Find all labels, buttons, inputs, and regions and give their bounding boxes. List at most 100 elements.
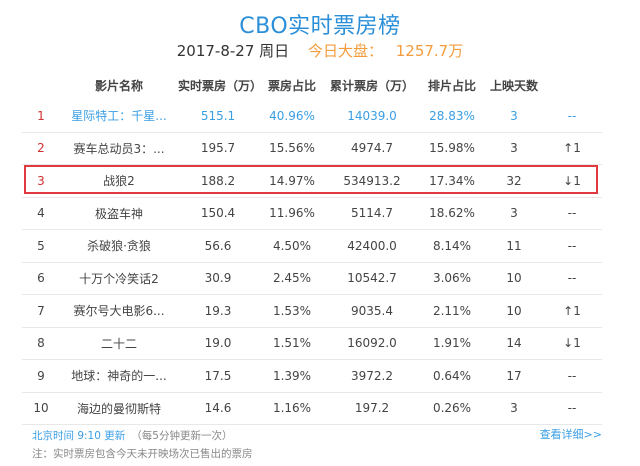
screening-share-cell: 0.64% xyxy=(418,359,486,393)
realtime-box-office-cell: 150.4 xyxy=(178,197,258,230)
table-row[interactable]: 6 十万个冷笑话2 30.9 2.45% 10542.7 3.06% 10 -- xyxy=(22,262,602,295)
movie-name-cell[interactable]: 极盗车神 xyxy=(60,197,178,230)
movie-name-cell[interactable]: 二十二 xyxy=(60,327,178,360)
screening-share-cell: 15.98% xyxy=(418,132,486,165)
rank-cell: 2 xyxy=(22,132,60,165)
table-row[interactable]: 3 战狼2 188.2 14.97% 534913.2 17.34% 32 ↓1 xyxy=(22,164,602,198)
table-header-row: 影片名称 实时票房（万） 票房占比 累计票房（万） 排片占比 上映天数 xyxy=(22,70,602,100)
release-days-cell: 10 xyxy=(486,294,542,328)
box-office-share-cell: 1.16% xyxy=(258,392,326,425)
trend-cell: -- xyxy=(542,229,602,263)
release-days-cell: 17 xyxy=(486,359,542,393)
screening-share-cell: 3.06% xyxy=(418,262,486,295)
trend-cell: ↓1 xyxy=(542,164,602,198)
release-days-cell: 32 xyxy=(486,164,542,198)
rank-cell: 7 xyxy=(22,294,60,328)
table-row[interactable]: 10 海边的曼彻斯特 14.6 1.16% 197.2 0.26% 3 -- xyxy=(22,392,602,425)
update-time-label: 北京时间 9:10 更新 xyxy=(32,430,126,442)
cumulative-box-office-cell: 9035.4 xyxy=(326,294,418,328)
table-row[interactable]: 2 赛车总动员3：... 195.7 15.56% 4974.7 15.98% 3 ↑1 xyxy=(22,132,602,165)
col-header-cumulative: 累计票房（万） xyxy=(329,78,414,93)
cumulative-box-office-cell: 3972.2 xyxy=(326,359,418,393)
box-office-share-cell: 1.53% xyxy=(258,294,326,328)
trend-cell: -- xyxy=(542,392,602,425)
release-days-cell: 10 xyxy=(486,262,542,295)
box-office-share-cell: 40.96% xyxy=(258,100,326,133)
realtime-box-office-cell: 19.3 xyxy=(178,294,258,328)
movie-name-cell[interactable]: 赛尔号大电影6... xyxy=(60,294,178,328)
screening-share-cell: 28.83% xyxy=(418,100,486,133)
trend-cell: -- xyxy=(542,262,602,295)
total-value: 1257.7万 xyxy=(395,42,464,60)
movie-name-cell[interactable]: 地球：神奇的一... xyxy=(60,359,178,393)
movie-name-cell[interactable]: 十万个冷笑话2 xyxy=(60,262,178,295)
movie-name-cell[interactable]: 杀破狼·贪狼 xyxy=(60,229,178,263)
movie-name-cell[interactable]: 战狼2 xyxy=(60,164,178,198)
cumulative-box-office-cell: 10542.7 xyxy=(326,262,418,295)
col-header-screen: 排片占比 xyxy=(427,78,476,93)
box-office-share-cell: 11.96% xyxy=(258,197,326,230)
rank-cell: 8 xyxy=(22,327,60,360)
cumulative-box-office-cell: 4974.7 xyxy=(326,132,418,165)
rank-cell: 6 xyxy=(22,262,60,295)
col-header-name: 影片名称 xyxy=(94,78,143,93)
movie-name-cell[interactable]: 星际特工：千星... xyxy=(60,100,178,133)
col-header-realtime: 实时票房（万） xyxy=(178,78,263,93)
date-label: 2017-8-27 周日 xyxy=(176,42,290,60)
trend-cell: ↑1 xyxy=(542,294,602,328)
cumulative-box-office-cell: 42400.0 xyxy=(326,229,418,263)
trend-cell: -- xyxy=(542,197,602,230)
trend-cell: -- xyxy=(542,359,602,393)
release-days-cell: 14 xyxy=(486,327,542,360)
box-office-share-cell: 1.39% xyxy=(258,359,326,393)
cumulative-box-office-cell: 5114.7 xyxy=(326,197,418,230)
screening-share-cell: 8.14% xyxy=(418,229,486,263)
footnote: 注：实时票房包含今天未开映场次已售出的票房 xyxy=(32,448,253,460)
rank-cell: 1 xyxy=(22,100,60,133)
table-row[interactable]: 1 星际特工：千星... 515.1 40.96% 14039.0 28.83% 3 -- xyxy=(22,100,602,133)
realtime-box-office-cell: 195.7 xyxy=(178,132,258,165)
rank-cell: 10 xyxy=(22,392,60,425)
view-details-link[interactable]: 查看详细>> xyxy=(539,428,602,441)
col-header-days: 上映天数 xyxy=(489,78,538,93)
box-office-share-cell: 2.45% xyxy=(258,262,326,295)
table-row[interactable]: 7 赛尔号大电影6... 19.3 1.53% 9035.4 2.11% 10 ↑1 xyxy=(22,294,602,328)
screening-share-cell: 0.26% xyxy=(418,392,486,425)
release-days-cell: 3 xyxy=(486,197,542,230)
box-office-share-cell: 15.56% xyxy=(258,132,326,165)
trend-cell: ↓1 xyxy=(542,327,602,360)
rank-cell: 3 xyxy=(22,164,60,198)
realtime-box-office-cell: 14.6 xyxy=(178,392,258,425)
movie-name-cell[interactable]: 赛车总动员3：... xyxy=(60,132,178,165)
movie-name-cell[interactable]: 海边的曼彻斯特 xyxy=(60,392,178,425)
table-row[interactable]: 8 二十二 19.0 1.51% 16092.0 1.91% 14 ↓1 xyxy=(22,327,602,360)
realtime-box-office-cell: 19.0 xyxy=(178,327,258,360)
cumulative-box-office-cell: 197.2 xyxy=(326,392,418,425)
realtime-box-office-cell: 188.2 xyxy=(178,164,258,198)
rank-cell: 9 xyxy=(22,359,60,393)
box-office-share-cell: 4.50% xyxy=(258,229,326,263)
col-trend xyxy=(542,70,602,100)
subtitle: 2017-8-27 周日 今日大盘： 1257.7万 xyxy=(0,40,640,61)
realtime-box-office-cell: 30.9 xyxy=(178,262,258,295)
rank-cell: 5 xyxy=(22,229,60,263)
release-days-cell: 3 xyxy=(486,392,542,425)
table-row[interactable]: 4 极盗车神 150.4 11.96% 5114.7 18.62% 3 -- xyxy=(22,197,602,230)
box-office-table: 影片名称 实时票房（万） 票房占比 累计票房（万） 排片占比 上映天数 1 星际特… xyxy=(22,70,602,425)
table-row[interactable]: 5 杀破狼·贪狼 56.6 4.50% 42400.0 8.14% 11 -- xyxy=(22,229,602,263)
update-note: （每5分钟更新一次） xyxy=(131,430,233,442)
realtime-box-office-cell: 17.5 xyxy=(178,359,258,393)
page-title: CBO实时票房榜 xyxy=(239,14,401,39)
col-rank xyxy=(22,70,60,100)
release-days-cell: 11 xyxy=(486,229,542,263)
box-office-share-cell: 14.97% xyxy=(258,164,326,198)
update-time: 北京时间 9:10 更新 （每5分钟更新一次） xyxy=(32,428,232,443)
box-office-share-cell: 1.51% xyxy=(258,327,326,360)
cumulative-box-office-cell: 16092.0 xyxy=(326,327,418,360)
screening-share-cell: 18.62% xyxy=(418,197,486,230)
table-row[interactable]: 9 地球：神奇的一... 17.5 1.39% 3972.2 0.64% 17 -- xyxy=(22,359,602,393)
release-days-cell: 3 xyxy=(486,132,542,165)
col-header-share: 票房占比 xyxy=(267,78,316,93)
screening-share-cell: 1.91% xyxy=(418,327,486,360)
realtime-box-office-cell: 56.6 xyxy=(178,229,258,263)
